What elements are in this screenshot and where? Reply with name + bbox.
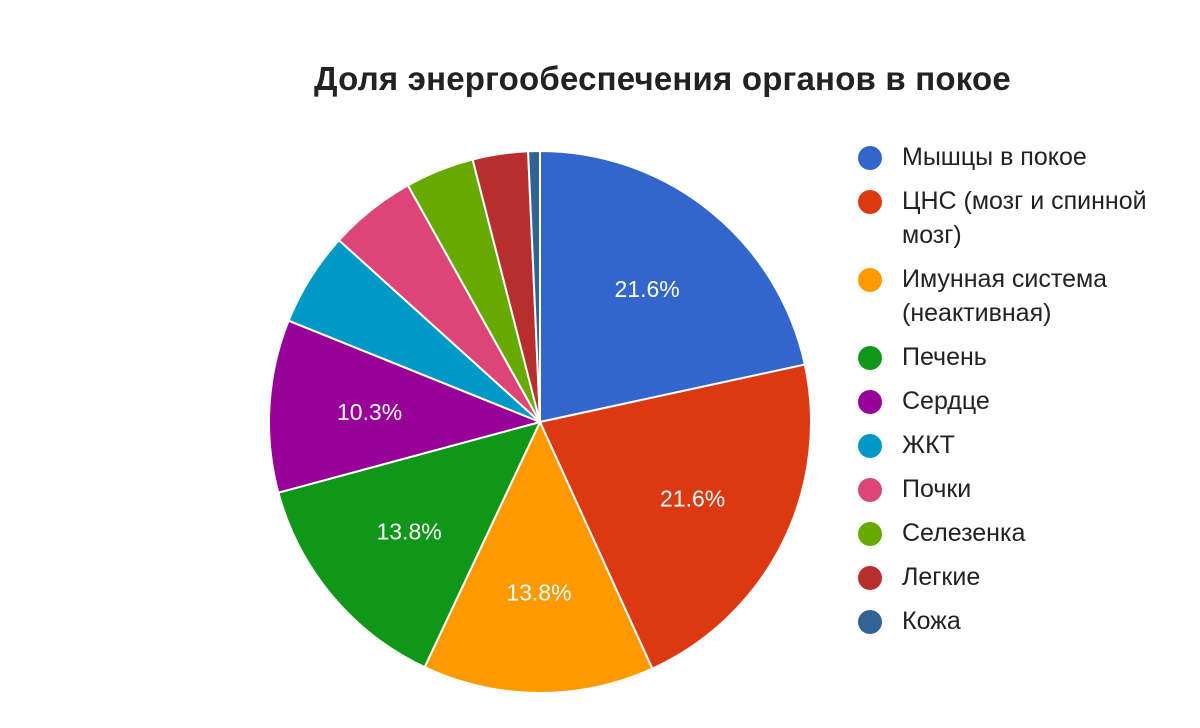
legend-swatch-icon [858, 346, 882, 370]
legend-label: ЖКТ [902, 431, 955, 459]
legend-label: Сердце [902, 387, 990, 415]
legend-item: ЖКТ [858, 428, 1188, 462]
legend-item: Почки [858, 472, 1188, 506]
legend-swatch-icon [858, 190, 882, 214]
legend-swatch-icon [858, 146, 882, 170]
legend-item: ЦНС (мозг и спинной мозг) [858, 184, 1188, 252]
legend-label: ЦНС (мозг и спинной мозг) [902, 187, 1147, 249]
legend-label: Имунная система (неактивная) [902, 265, 1108, 327]
legend-item: Кожа [858, 604, 1188, 638]
legend-label: Мышцы в покое [902, 143, 1087, 171]
legend-swatch-icon [858, 434, 882, 458]
legend-item: Печень [858, 340, 1188, 374]
legend-swatch-icon [858, 268, 882, 292]
legend-label: Печень [902, 343, 987, 371]
legend-item: Легкие [858, 560, 1188, 594]
legend-item: Селезенка [858, 516, 1188, 550]
pie-slice [539, 149, 807, 424]
pie-slice [538, 363, 812, 670]
legend-swatch-icon [858, 478, 882, 502]
pie-slice [527, 149, 541, 423]
slice-data-label: 21.6% [660, 486, 725, 512]
slice-data-label: 21.6% [615, 276, 680, 302]
legend-label: Почки [902, 475, 972, 503]
legend-label: Кожа [902, 607, 961, 635]
legend-label: Селезенка [902, 519, 1026, 547]
slice-data-label: 13.8% [377, 519, 442, 545]
legend-swatch-icon [858, 390, 882, 414]
legend-item: Имунная система (неактивная) [858, 262, 1188, 330]
legend-swatch-icon [858, 566, 882, 590]
chart-title: Доля энергообеспечения органов в покое [314, 60, 1011, 97]
legend-item: Сердце [858, 384, 1188, 418]
legend-item: Мышцы в покое [858, 140, 1188, 174]
slice-data-label: 13.8% [506, 580, 571, 606]
pie-slice [268, 319, 544, 494]
legend-swatch-icon [858, 522, 882, 546]
slice-data-label: 10.3% [337, 399, 402, 425]
legend: Мышцы в покое ЦНС (мозг и спинной мозг) Им… [858, 140, 1188, 648]
pie-slice [423, 419, 654, 694]
pie-slice [277, 420, 542, 669]
legend-label: Легкие [902, 563, 981, 591]
legend-swatch-icon [858, 610, 882, 634]
